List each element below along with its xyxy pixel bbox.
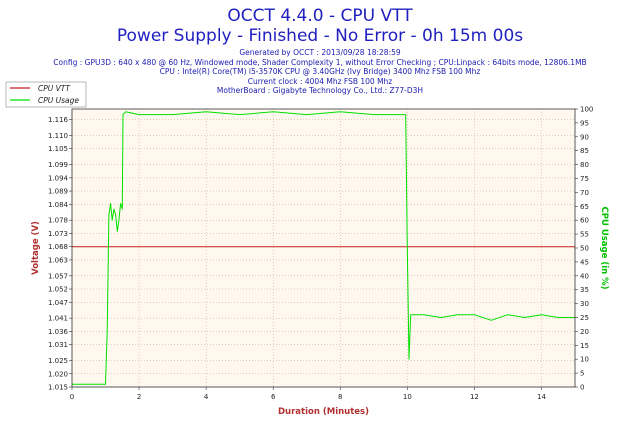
y-right-tick-label: 40 [580,272,589,280]
y-tick-label: 1.020 [48,370,68,378]
clock-info: Current clock : 4004 Mhz FSB 100 Mhz [247,76,393,86]
series-line-cpu-usage [72,111,575,385]
y-axis-label-left: Voltage (V) [31,221,41,275]
y-right-tick-label: 25 [580,314,589,322]
y-tick-label: 1.015 [48,384,68,392]
config-info: Config : GPU3D : 640 x 480 @ 60 Hz, Wind… [53,57,587,67]
legend-box [5,81,87,108]
y-right-tick-label: 5 [580,370,584,378]
y-right-tick-label: 100 [580,106,593,114]
y-tick-label: 1.036 [48,328,69,336]
y-tick-label: 1.078 [48,217,68,225]
legend-label-cpu-usage: CPU Usage [38,96,79,105]
y-right-tick-label: 45 [580,258,589,266]
motherboard-info: MotherBoard : Gigabyte Technology Co., L… [216,86,424,96]
y-tick-label: 1.063 [48,256,68,264]
y-tick-label: 1.031 [48,341,68,349]
y-right-tick-label: 95 [580,119,589,127]
y-tick-label: 1.047 [48,299,68,307]
x-tick-label: 4 [204,393,209,401]
x-tick-label: 6 [271,393,276,401]
y-tick-label: 1.099 [48,161,68,169]
plot-area [72,109,575,387]
y-tick-label: 1.025 [48,357,68,365]
y-tick-label: 1.073 [48,230,68,238]
y-axis-label-right: CPU Usage (in %) [599,206,609,289]
x-tick-label: 0 [70,393,74,401]
series-layer [72,111,575,385]
y-axis-ticks-right: 0 5 10 15 20 25 30 35 40 45 50 55 60 65 70 75 80 85 90 95 10… [575,106,593,392]
y-tick-label: 1.094 [48,174,69,182]
y-tick-label: 1.041 [48,315,68,323]
y-right-tick-label: 65 [580,203,589,211]
y-right-tick-label: 85 [580,147,589,155]
x-tick-label: 2 [137,393,141,401]
y-right-tick-label: 90 [580,133,589,141]
y-right-tick-label: 20 [580,328,589,336]
y-tick-label: 1.052 [48,286,68,294]
y-right-tick-label: 15 [580,342,589,350]
generated-info: Generated by OCCT : 2013/09/28 18:28:59 [239,48,401,57]
y-axis-ticks-left: 1.015 1.020 1.025 1.031 1.036 1.041 1.047 1.052… [48,116,72,392]
y-right-tick-label: 35 [580,286,589,294]
y-right-tick-label: 70 [580,189,589,197]
y-right-tick-label: 60 [580,217,589,225]
legend: CPU VTT CPU Usage [5,81,87,108]
legend-label-cpu-vtt: CPU VTT [38,84,71,93]
y-tick-label: 1.110 [48,132,68,140]
x-tick-label: 12 [470,393,479,401]
y-tick-label: 1.089 [48,188,68,196]
y-tick-label: 1.068 [48,243,68,251]
cpu-info: CPU : Intel(R) Core(TM) i5-3570K CPU @ 3… [159,67,481,77]
y-right-tick-label: 50 [580,245,589,253]
y-tick-label: 1.105 [48,145,68,153]
chart-subtitle: Power Supply - Finished - No Error - 0h … [116,26,524,46]
y-right-tick-label: 10 [580,356,589,364]
x-axis-ticks: 0 2 4 6 8 10 12 14 [70,387,546,401]
x-tick-label: 14 [537,393,546,401]
y-right-tick-label: 55 [580,231,589,239]
y-right-tick-label: 30 [580,300,589,308]
y-right-tick-label: 80 [580,161,589,169]
x-tick-label: 8 [338,393,342,401]
chart-title: OCCT 4.4.0 - CPU VTT [227,6,413,26]
y-right-tick-label: 0 [580,384,584,392]
y-tick-label: 1.057 [48,272,68,280]
y-right-tick-label: 75 [580,175,589,183]
x-tick-label: 10 [403,393,412,401]
x-axis-label: Duration (Minutes) [278,407,369,417]
y-tick-label: 1.116 [48,116,69,124]
y-tick-label: 1.084 [48,201,69,209]
